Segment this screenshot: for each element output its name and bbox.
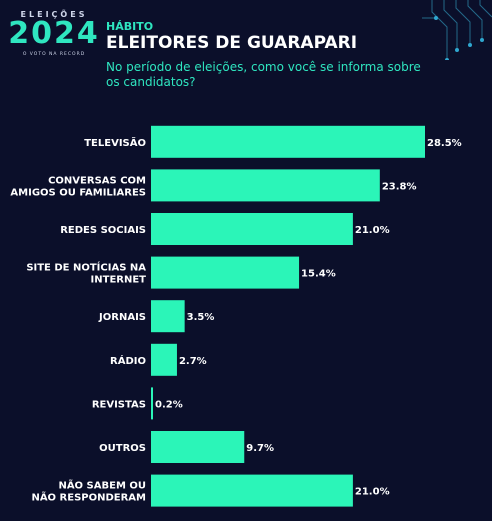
bar [151,431,245,463]
category-label: SITE DE NOTÍCIAS NA INTERNET [26,261,146,286]
bar [151,256,300,289]
category-label-line: REDES SOCIAIS [60,225,146,236]
value-label: 2.7% [179,356,207,367]
survey-question: No período de eleições, como você se inf… [106,60,421,89]
bar [151,343,177,376]
category-label: OUTROS [99,443,146,454]
category-label-line: TELEVISÃO [84,136,146,149]
value-label: 0.2% [155,399,183,410]
logo-year: 2024 [8,16,100,51]
bar [151,213,353,245]
circuit-decoration-icon [422,0,492,60]
value-label: 3.5% [187,312,215,323]
bar [151,387,153,420]
logo-top-text: ELEIÇÕES [20,10,88,19]
bar [151,300,185,333]
category-label-line: CONVERSAS COM [48,175,146,186]
category-label-line: RÁDIO [110,354,146,367]
bar [151,125,425,158]
category-label-line: NÃO SABEM OU [58,479,146,492]
value-label: 28.5% [427,138,462,149]
section-kicker: HÁBITO [106,20,154,33]
category-label-line: INTERNET [91,275,147,286]
bar [151,169,380,202]
value-label: 21.0% [355,225,390,236]
page-title: ELEITORES DE GUARAPARI [106,33,358,53]
value-label: 23.8% [382,181,417,192]
category-label-line: REVISTAS [92,399,146,410]
category-label-line: AMIGOS OU FAMILIARES [10,187,146,198]
category-label: REDES SOCIAIS [60,225,146,236]
category-label: JORNAIS [98,312,146,323]
value-label: 9.7% [246,443,274,454]
category-label: NÃO SABEM OU NÃO RESPONDERAM [31,479,146,504]
category-label: TELEVISÃO [84,136,146,149]
category-label: RÁDIO [110,354,146,367]
logo-tagline: O VOTO NA RECORD [22,52,86,57]
category-label-line: SITE DE NOTÍCIAS NA [26,261,146,274]
bar [151,474,353,507]
value-label: 15.4% [301,269,336,280]
category-label-line: JORNAIS [98,312,146,323]
elections-2024-logo: ELEIÇÕES 2024 O VOTO NA RECORD [8,10,100,62]
category-label-line: NÃO RESPONDERAM [31,491,146,504]
category-label: REVISTAS [92,399,146,410]
category-label: CONVERSAS COM AMIGOS OU FAMILIARES [10,175,146,198]
category-label-line: OUTROS [99,443,146,454]
value-label: 21.0% [355,487,390,498]
